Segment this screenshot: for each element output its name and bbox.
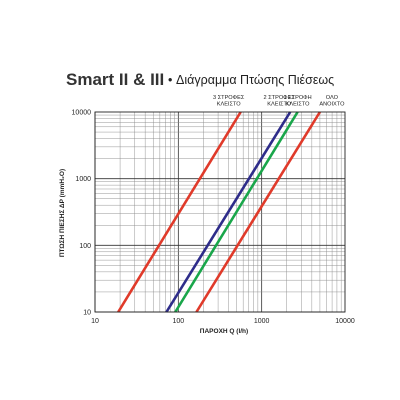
y-tick-label: 10 [83,310,91,317]
series-label-2: 2 ΣΤΡΟΦΕΣ ΚΛΕΙΣΤΟ [264,95,296,108]
title-separator: • [168,73,172,87]
grid [94,112,345,313]
y-axis-label: ΠΤΩΣΗ ΠΙΕΣΗΣ ΔP (mmH₂O) [59,169,66,257]
y-tick-label: 100 [79,243,91,250]
series-line-1 [117,111,242,313]
series-label-4: ΟΛΟ ΑΝΟΙΧΤΟ [319,95,345,108]
x-tick-label: 10 [91,318,99,325]
series-line-2 [165,111,292,313]
x-tick-label: 1000 [254,318,270,325]
y-tick-labels: 10 100 1000 10000 [72,110,92,317]
y-tick-label: 1000 [75,176,91,183]
x-axis-label: ΠΑΡΟΧΗ Q (l/h) [200,328,248,335]
series-label-1: 3 ΣΤΡΟΦΕΣ ΚΛΕΙΣΤΟ [213,95,245,108]
chart-subtitle: Διάγραμμα Πτώσης Πιέσεως [176,73,334,87]
y-tick-label: 10000 [72,110,92,117]
x-tick-labels: 10 100 1000 10000 [91,318,355,325]
series-label-3: 1 ΣΤΡΟΦΗ ΚΛΕΙΣΤΟ [284,95,312,108]
series-line-3 [174,111,299,313]
series-lines [117,111,322,313]
chart-title: Smart II & III [66,70,164,89]
x-tick-label: 100 [172,318,184,325]
series-line-4 [195,111,322,313]
x-tick-label: 10000 [335,318,355,325]
plot-frame [94,111,346,313]
